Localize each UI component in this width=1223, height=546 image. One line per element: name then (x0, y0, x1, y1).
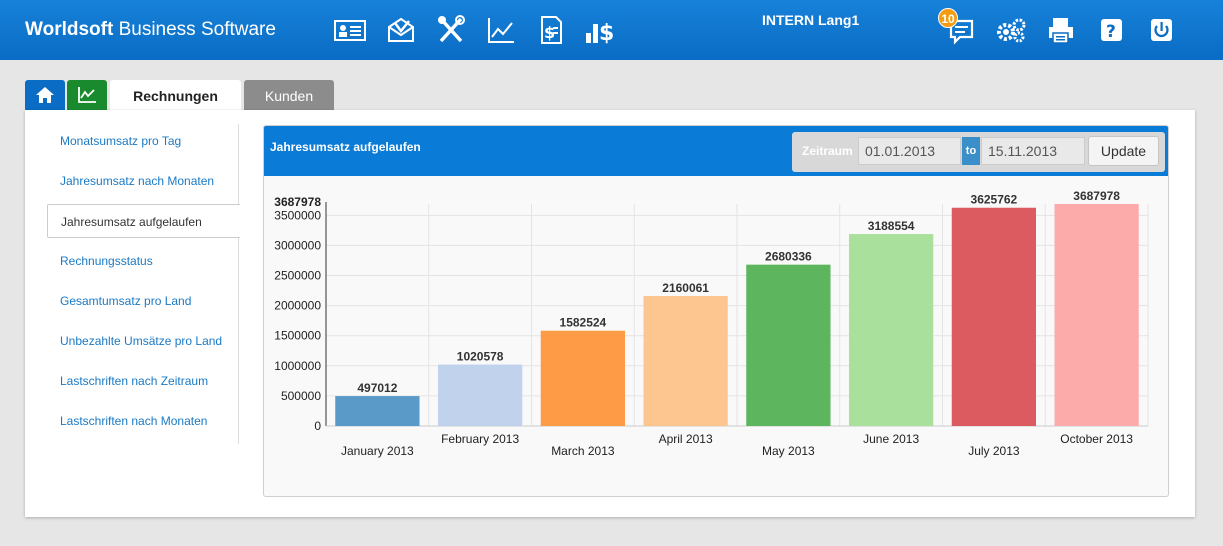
x-category-label: June 2013 (863, 432, 919, 446)
x-category-label: October 2013 (1060, 432, 1133, 446)
sidebar-item-lastschriften-nach-monaten[interactable]: Lastschriften nach Monaten (60, 414, 208, 428)
chart-icon (78, 87, 96, 103)
sidebar-menu: Monatsumsatz pro Tag Jahresumsatz nach M… (47, 124, 240, 444)
date-range-filter: Zeitraum 01.01.2013 to 15.11.2013 Update (792, 132, 1165, 172)
brand-logo: Worldsoft Business Software (25, 19, 276, 40)
print-icon[interactable] (1043, 13, 1079, 47)
x-category-label: April 2013 (659, 432, 713, 446)
bar (1054, 204, 1139, 426)
bar (540, 330, 626, 426)
home-icon (36, 87, 54, 103)
sidebar-item-rechnungsstatus[interactable]: Rechnungsstatus (60, 254, 153, 268)
date-from-input[interactable]: 01.01.2013 (858, 137, 961, 165)
y-tick-label: 3500000 (274, 208, 321, 222)
sidebar-item-gesamtumsatz-pro-land[interactable]: Gesamtumsatz pro Land (60, 294, 192, 308)
sidebar-item-monatsumsatz-pro-tag[interactable]: Monatsumsatz pro Tag (60, 134, 182, 148)
y-max-label: 3687978 (274, 195, 321, 209)
x-category-label: May 2013 (762, 444, 815, 458)
y-tick-label: 2000000 (274, 299, 321, 313)
y-tick-label: 3000000 (274, 238, 321, 252)
sidebar-item-unbezahlte-umsaetze-pro-land[interactable]: Unbezahlte Umsätze pro Land (60, 334, 223, 348)
contact-card-icon[interactable] (332, 13, 368, 47)
bar (951, 207, 1037, 426)
chart-title: Jahresumsatz aufgelaufen (270, 140, 421, 154)
help-icon[interactable]: ? (1093, 13, 1129, 47)
tab-chart[interactable] (67, 80, 107, 110)
invoice-icon[interactable]: $ (533, 13, 569, 47)
date-to-input[interactable]: 15.11.2013 (981, 137, 1085, 165)
svg-text:$: $ (544, 23, 555, 42)
to-label: to (962, 137, 980, 165)
bar (437, 364, 523, 426)
y-tick-label: 1500000 (274, 329, 321, 343)
user-name[interactable]: INTERN Lang1 (762, 12, 860, 28)
bar (746, 264, 831, 426)
bar (643, 295, 728, 426)
settings-icon[interactable] (993, 13, 1029, 47)
line-chart-icon[interactable] (483, 13, 519, 47)
tab-rechnungen[interactable]: Rechnungen (110, 80, 241, 112)
bar-chart: 0 500000 1000000 1500000 2000000 2500000 30000… (274, 189, 1149, 458)
bar-value-label: 3625762 (971, 193, 1018, 207)
sidebar-item-lastschriften-nach-zeitraum[interactable]: Lastschriften nach Zeitraum (60, 374, 209, 388)
sidebar-item-jahresumsatz-nach-monaten[interactable]: Jahresumsatz nach Monaten (60, 174, 215, 188)
x-category-label: January 2013 (341, 444, 414, 458)
bar-value-label: 3687978 (1073, 189, 1120, 203)
bar-value-label: 1582524 (560, 316, 607, 330)
y-tick-label: 2500000 (274, 269, 321, 283)
y-tick-label: 1000000 (274, 359, 321, 373)
main-panel: Monatsumsatz pro Tag Jahresumsatz nach M… (25, 110, 1195, 517)
bar (848, 234, 934, 426)
x-category-label: March 2013 (551, 444, 615, 458)
svg-text:$: $ (599, 21, 614, 45)
update-button[interactable]: Update (1088, 136, 1159, 166)
bar-value-label: 497012 (357, 381, 397, 395)
chart-header: Jahresumsatz aufgelaufen Zeitraum 01.01.… (264, 126, 1168, 176)
tools-icon[interactable] (433, 13, 469, 47)
zeitraum-label: Zeitraum (802, 144, 853, 158)
bar-value-label: 3188554 (868, 219, 915, 233)
tab-kunden[interactable]: Kunden (244, 80, 334, 110)
sales-dollar-icon[interactable]: $ (582, 13, 618, 47)
notification-badge: 10 (938, 8, 958, 28)
x-category-label: February 2013 (441, 432, 519, 446)
power-icon[interactable] (1143, 13, 1179, 47)
bar-value-label: 2160061 (662, 281, 709, 295)
mail-icon[interactable] (383, 13, 419, 47)
tab-home[interactable] (25, 80, 65, 110)
bar (335, 396, 420, 426)
y-tick-label: 500000 (281, 389, 321, 403)
bar-value-label: 2680336 (765, 250, 812, 264)
svg-text:?: ? (1106, 22, 1116, 42)
x-category-label: July 2013 (968, 444, 1020, 458)
y-tick-label: 0 (314, 419, 321, 433)
bar-value-label: 1020578 (457, 350, 504, 364)
sidebar-item-jahresumsatz-aufgelaufen[interactable]: Jahresumsatz aufgelaufen (47, 204, 240, 238)
top-bar: Worldsoft Business Software $ $ INTERN L… (0, 0, 1223, 60)
chart-box: Jahresumsatz aufgelaufen Zeitraum 01.01.… (263, 125, 1169, 497)
chat-icon[interactable] (941, 13, 977, 47)
